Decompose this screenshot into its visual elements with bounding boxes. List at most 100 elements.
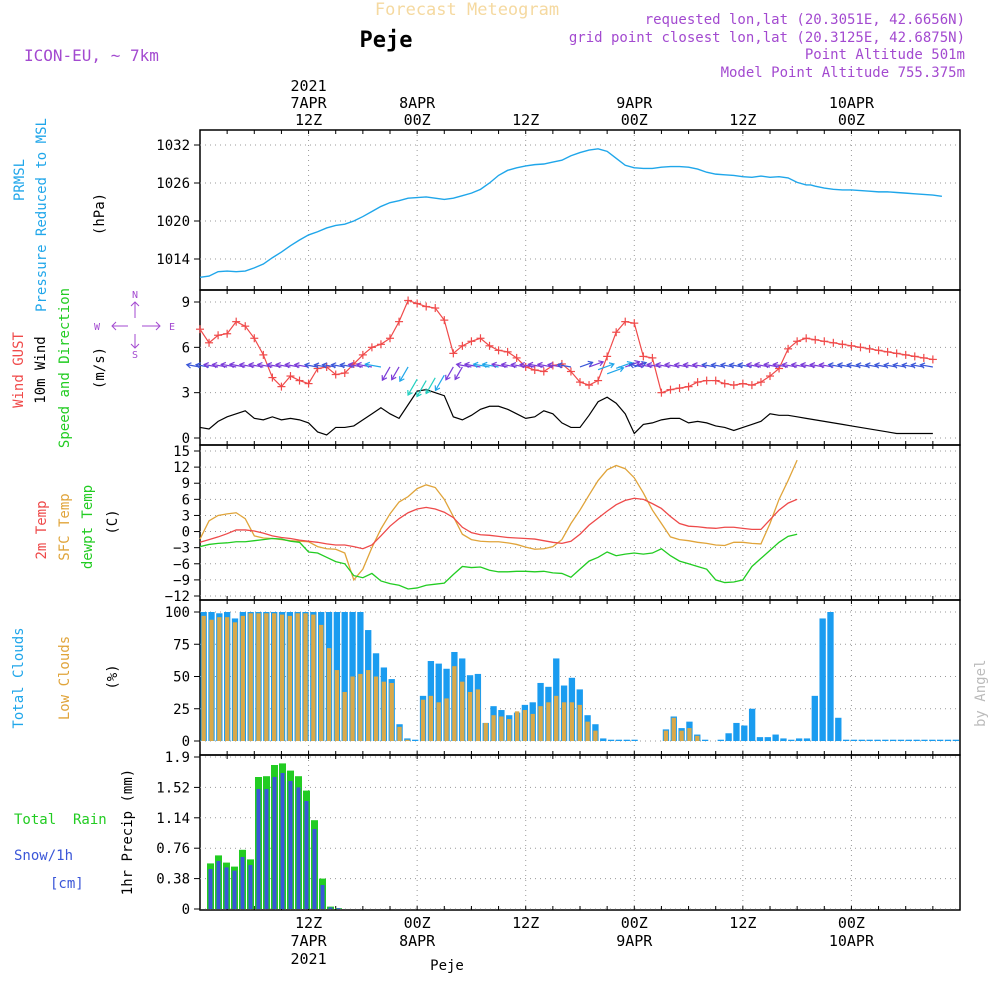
snow-bar xyxy=(248,865,253,909)
gust-marker xyxy=(431,304,440,313)
total-cloud-bar xyxy=(921,739,928,741)
ytick-label-temperature: 12 xyxy=(173,460,190,476)
gust-marker xyxy=(639,352,648,361)
gust-marker xyxy=(675,384,684,393)
total-rain-label: Total Rain xyxy=(14,812,107,828)
total-cloud-bar xyxy=(756,737,764,741)
total-cloud-bar xyxy=(788,739,795,741)
wind-arrow xyxy=(416,380,427,398)
total-cloud-bar xyxy=(725,733,732,741)
snow-bar xyxy=(312,829,317,909)
gust-marker xyxy=(720,379,729,388)
wind-arrow xyxy=(381,366,391,382)
pressure-msl-label: Pressure Reduced to MSL xyxy=(34,118,50,312)
gust-marker xyxy=(711,376,720,385)
wind-arrow xyxy=(425,377,436,395)
snow-bar xyxy=(296,787,301,909)
ytick-label-wind: 3 xyxy=(182,386,190,402)
low-cloud-bar xyxy=(554,695,559,741)
low-cloud-bar xyxy=(311,614,316,741)
bottom-time-label: 12Z xyxy=(295,914,322,932)
gust-marker xyxy=(566,367,575,376)
low-cloud-bar xyxy=(585,721,590,741)
gust-marker xyxy=(458,341,467,350)
top-time-label: 00Z xyxy=(621,111,648,129)
top-time-label: 00Z xyxy=(404,111,431,129)
gust-marker xyxy=(702,376,711,385)
snow-bar xyxy=(320,885,325,909)
low-cloud-bar xyxy=(232,622,238,741)
gust-marker xyxy=(268,373,277,382)
low-cloud-bar xyxy=(467,691,473,741)
gust-marker xyxy=(594,376,603,385)
wind-arrow xyxy=(579,360,594,368)
snow-unit-label: [cm] xyxy=(50,876,84,892)
bottom-time-label: 9APR xyxy=(616,932,653,950)
low-cloud-bar xyxy=(483,722,488,741)
low-cloud-bar xyxy=(217,617,222,741)
total-cloud-bar xyxy=(623,739,630,741)
total-cloud-bar xyxy=(764,737,771,741)
low-cloud-bar xyxy=(522,710,528,741)
cloud-unit: (%) xyxy=(105,664,121,689)
precip-unit: 1hr Precip (mm) xyxy=(120,769,136,895)
low-cloud-bar xyxy=(350,676,355,741)
gust-marker xyxy=(648,353,657,362)
low-cloud-bar xyxy=(405,739,410,741)
wind-arrow xyxy=(445,366,454,381)
gust-marker xyxy=(440,316,449,325)
total-cloud-bar xyxy=(772,734,779,741)
bottom-time-label: 00Z xyxy=(404,914,431,932)
low-cloud-bar xyxy=(507,719,512,741)
low-cloud-bar xyxy=(287,615,293,741)
panel-wind: 0 3 6 9 xyxy=(182,289,961,447)
top-time-label: 2021 xyxy=(291,77,327,95)
plot-layer: 10141020102610320369−12−9−6−303691215025… xyxy=(156,77,961,968)
wind-arrow xyxy=(919,362,933,369)
panel-pressure: 1014 1020 1026 1032 xyxy=(156,129,961,291)
gust-marker xyxy=(919,353,928,362)
wind10m-label: 10m Wind xyxy=(33,336,49,403)
total-cloud-bar xyxy=(795,738,803,741)
gust-marker xyxy=(413,299,422,308)
total-cloud-bar xyxy=(631,739,638,741)
low-cloud-bar xyxy=(397,726,402,741)
total-cloud-bar xyxy=(803,738,811,741)
gust-marker xyxy=(901,350,910,359)
gust-marker xyxy=(232,317,241,326)
total-cloud-bar xyxy=(404,738,411,741)
low-cloud-bar xyxy=(671,717,676,741)
wind-arrow xyxy=(745,362,762,369)
total-cloud-bar xyxy=(874,739,881,741)
low-cloud-bar xyxy=(491,715,496,741)
low-cloud-bar xyxy=(295,613,300,741)
gust-marker xyxy=(530,366,539,374)
low-cloud-bar xyxy=(381,681,387,741)
gust-marker xyxy=(376,340,385,349)
bottom-time-label: 00Z xyxy=(621,914,648,932)
total-cloud-bar xyxy=(701,739,709,741)
top-time-label: 7APR xyxy=(291,94,328,112)
compass-w: W xyxy=(94,322,101,333)
gust-marker xyxy=(865,344,874,353)
bottom-time-label: 7APR xyxy=(291,932,328,950)
low-cloud-bar xyxy=(272,613,277,741)
gust-marker xyxy=(874,346,883,355)
ytick-label-precip: 1.52 xyxy=(156,780,190,796)
total-cloud-bar xyxy=(944,739,952,741)
gust-marker xyxy=(883,347,892,356)
low-cloud-bar xyxy=(279,614,285,741)
gridpoint-coordinates: grid point closest lon,lat (20.3125E, 42… xyxy=(569,30,965,46)
snow-bar xyxy=(208,869,213,909)
wind-arrow xyxy=(399,366,409,383)
bottom-time-label: 2021 xyxy=(291,950,327,968)
gust-label: Wind GUST xyxy=(11,332,27,408)
total-cloud-bar xyxy=(936,739,944,741)
gust-marker xyxy=(612,328,621,337)
wind-arrow xyxy=(490,361,508,369)
model-label: ICON-EU, ~ 7km xyxy=(24,46,159,65)
pressure-labels: PRMSL Pressure Reduced to MSL (hPa) xyxy=(12,118,108,312)
gust-marker xyxy=(747,381,756,390)
low-cloud-bar xyxy=(334,670,340,741)
gust-marker xyxy=(693,378,702,387)
